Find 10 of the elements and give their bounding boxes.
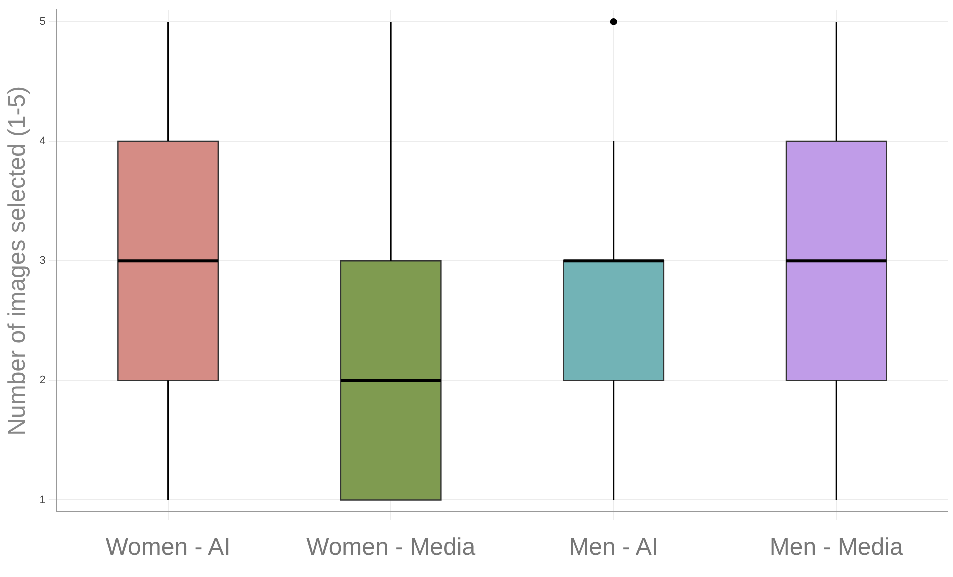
y-tick-label: 3 <box>40 255 46 268</box>
x-tick-label: Men - AI <box>569 534 659 562</box>
x-tick-label: Women - Media <box>306 534 476 562</box>
y-axis-title: Number of images selected (1-5) <box>4 86 32 436</box>
y-tick-label: 2 <box>40 374 46 387</box>
x-tick-label: Men - Media <box>770 534 904 562</box>
x-tick-label: Women - AI <box>106 534 231 562</box>
y-tick-label: 5 <box>40 16 46 28</box>
y-tick-label: 1 <box>40 494 46 506</box>
y-tick-label: 4 <box>40 136 46 148</box>
